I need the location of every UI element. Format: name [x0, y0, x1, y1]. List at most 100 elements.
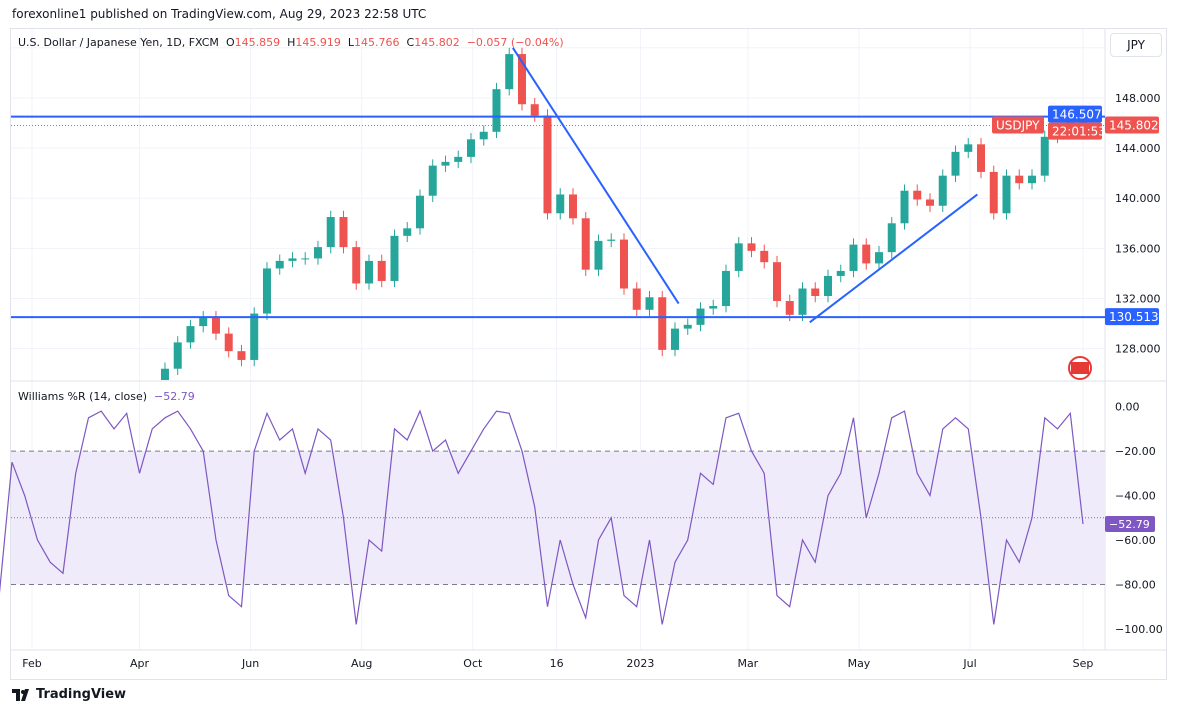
candle — [1040, 136, 1049, 176]
high-value: 145.919 — [295, 36, 341, 49]
candle — [645, 297, 654, 310]
low-value: 145.766 — [354, 36, 400, 49]
candle — [173, 342, 182, 369]
candle — [951, 151, 960, 176]
trendline — [809, 193, 978, 324]
candle — [887, 223, 896, 253]
last-price-tag: 145.802 — [1109, 118, 1159, 132]
price-tick-label: 144.000 — [1115, 142, 1161, 155]
candle — [415, 195, 424, 229]
candle — [313, 247, 322, 259]
x-tick-label: Feb — [22, 657, 41, 670]
x-tick-label: Sep — [1073, 657, 1094, 670]
candle — [301, 258, 310, 260]
tradingview-logo[interactable]: TradingView — [12, 687, 126, 702]
us-flag-stripes — [1071, 362, 1089, 374]
candle — [670, 328, 679, 350]
trendline — [512, 47, 680, 305]
candle — [492, 89, 501, 132]
x-tick-label: Aug — [351, 657, 372, 670]
high-label: H — [287, 36, 296, 49]
price-tick-label: 148.000 — [1115, 92, 1161, 105]
candle — [734, 243, 743, 271]
candle — [823, 275, 832, 297]
wr-tick-label: −20.00 — [1115, 445, 1156, 458]
candle — [377, 260, 386, 281]
candle — [224, 333, 233, 352]
indicator-name: Williams %R (14, close) — [18, 390, 148, 403]
currency-button[interactable]: JPY — [1110, 33, 1162, 57]
x-tick-label: Apr — [130, 657, 150, 670]
candle — [747, 243, 756, 251]
candle — [632, 288, 641, 310]
x-tick-label: 2023 — [626, 657, 654, 670]
candle — [530, 104, 539, 116]
wr-tick-label: 0.00 — [1115, 401, 1140, 414]
candle — [262, 268, 271, 314]
candle — [964, 144, 973, 152]
candle — [428, 165, 437, 196]
candle — [798, 288, 807, 315]
candle — [568, 194, 577, 219]
x-tick-label: Jul — [962, 657, 976, 670]
candle — [556, 194, 565, 214]
candle — [517, 54, 526, 105]
candle — [466, 139, 475, 157]
close-value: 145.802 — [414, 36, 460, 49]
price-tick-label: 136.000 — [1115, 242, 1161, 255]
candle — [441, 161, 450, 166]
candle — [760, 250, 769, 263]
indicator-legend: Williams %R (14, close) −52.79 — [18, 390, 195, 403]
chart-frame — [10, 28, 1167, 680]
candle — [862, 244, 871, 264]
price-tick-label: 140.000 — [1115, 192, 1161, 205]
candle — [186, 326, 195, 343]
x-tick-label: Jun — [241, 657, 259, 670]
candle — [785, 301, 794, 315]
candle — [454, 156, 463, 162]
countdown-label-bg — [1048, 122, 1102, 140]
candle — [237, 351, 246, 360]
tradingview-logo-icon — [12, 688, 29, 701]
williams-r-line — [0, 409, 1084, 625]
candle — [364, 260, 373, 284]
candle — [849, 244, 858, 271]
candle — [938, 175, 947, 206]
candle — [594, 240, 603, 270]
last-price-tag-bg — [1105, 116, 1159, 134]
open-label: O — [225, 36, 235, 49]
candle — [683, 324, 692, 329]
candle — [811, 288, 820, 297]
candle — [352, 247, 361, 284]
candle — [211, 317, 220, 334]
candle — [1015, 175, 1024, 184]
candle — [581, 218, 590, 270]
x-tick-label: Oct — [463, 657, 483, 670]
indicator-value: −52.79 — [154, 390, 195, 403]
low-label: L — [347, 36, 355, 49]
candle — [0, 522, 3, 523]
candle — [275, 260, 284, 269]
candle — [505, 54, 514, 90]
wr-tick-label: −80.00 — [1115, 578, 1156, 591]
candle — [250, 313, 259, 360]
x-tick-label: Mar — [737, 657, 758, 670]
candle — [977, 144, 986, 172]
candle — [772, 262, 781, 302]
wr-tick-label: −40.00 — [1115, 490, 1156, 503]
candle — [900, 190, 909, 224]
candle — [874, 252, 883, 264]
candle — [326, 217, 335, 248]
brand-name: TradingView — [36, 687, 127, 702]
candle — [658, 297, 667, 350]
candle — [607, 239, 616, 241]
symbol-legend: U.S. Dollar / Japanese Yen, 1D, FXCM O14… — [18, 36, 564, 49]
candle — [721, 270, 730, 307]
candle — [925, 199, 934, 206]
candle — [1028, 175, 1037, 184]
close-label: C — [406, 36, 415, 49]
candle — [339, 217, 348, 248]
symbol-tag: USDJPY — [996, 118, 1040, 132]
candle — [709, 306, 718, 309]
